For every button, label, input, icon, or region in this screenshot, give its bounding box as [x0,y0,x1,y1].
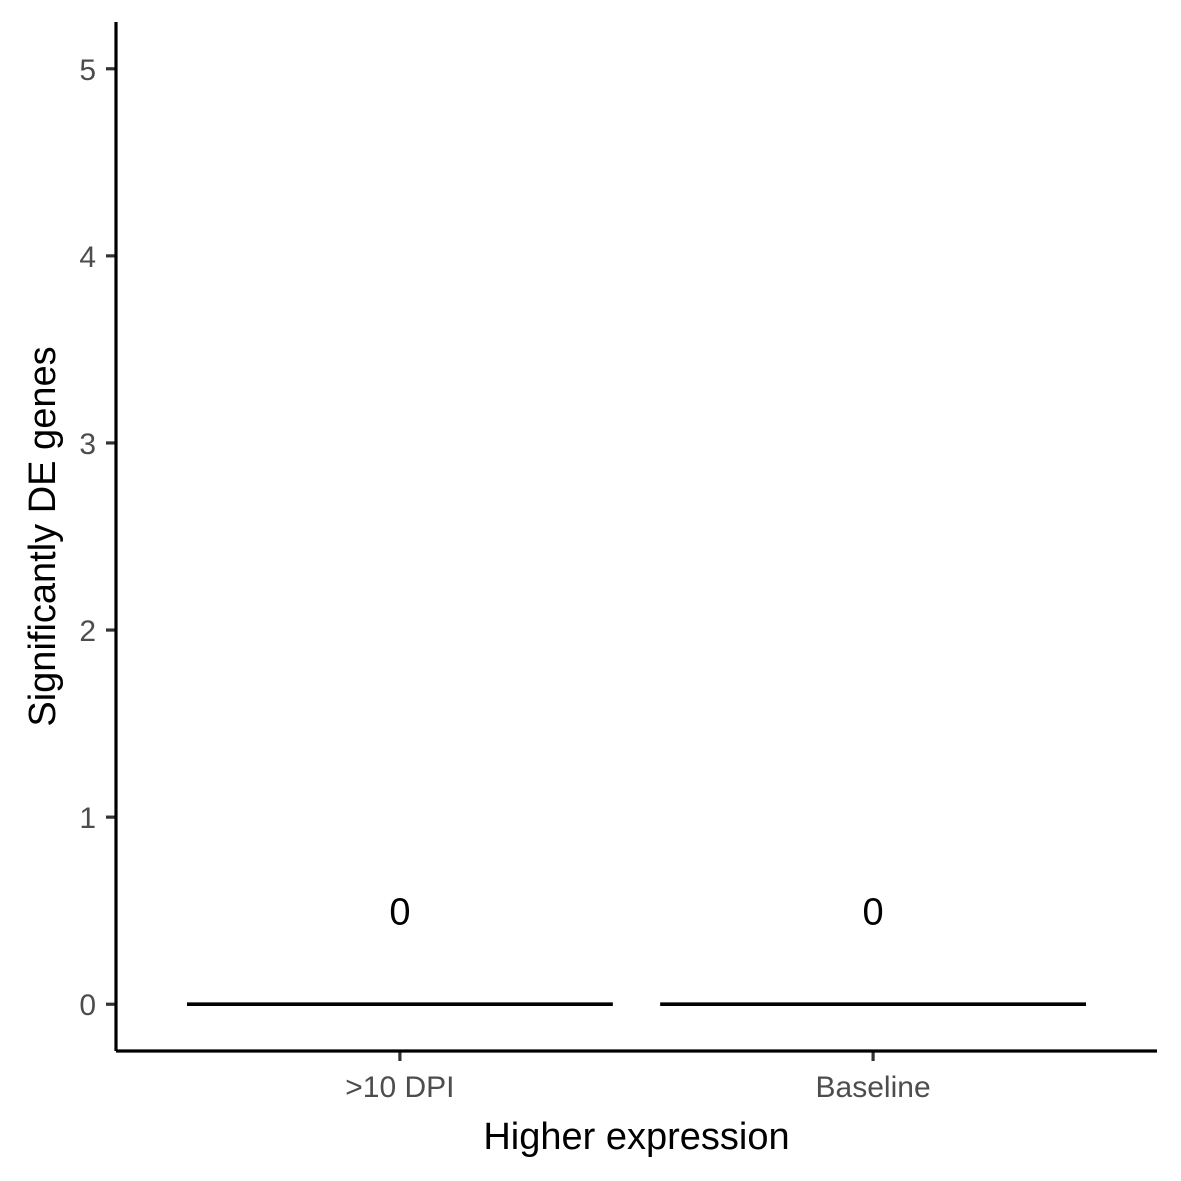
x-axis-title: Higher expression [483,1116,789,1158]
y-axis-title: Significantly DE genes [22,346,64,726]
y-axis-ticks: 0 1 2 3 4 5 [79,54,116,1022]
x-axis-ticks: >10 DPI Baseline [345,1051,931,1104]
x-tick-label: Baseline [816,1071,931,1104]
data-label: 0 [863,892,884,934]
x-tick-label: >10 DPI [345,1071,454,1104]
y-tick-label: 0 [79,989,96,1022]
y-tick-label: 1 [79,802,96,835]
data-label: 0 [389,892,410,934]
y-tick-label: 2 [79,615,96,648]
y-tick-label: 3 [79,428,96,461]
y-tick-label: 5 [79,54,96,87]
y-tick-label: 4 [79,241,96,274]
